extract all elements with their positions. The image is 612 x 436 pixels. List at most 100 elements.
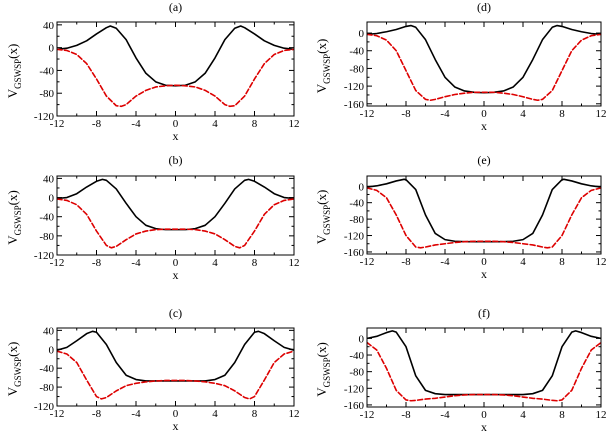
y-tick-label: 0 [49,43,55,55]
y-axis-label: VGSWSP(x) [314,190,332,245]
y-label-arg: (x) [314,39,329,54]
x-tick-label: -8 [92,408,102,420]
dashed-curve [367,187,601,249]
x-axis-label: x [173,419,179,433]
solid-curve [367,178,601,243]
x-tick-label: 0 [173,257,179,269]
series-group [57,178,294,249]
x-tick-label: -12 [50,118,65,130]
y-tick-label: -120 [344,81,365,93]
y-tick-label: 40 [43,173,55,185]
panel-title: (d) [477,0,491,14]
y-tick-label: 0 [359,181,365,193]
y-label-arg: (x) [5,190,20,205]
y-tick-label: -40 [349,46,364,58]
y-tick-label: 40 [43,325,55,337]
x-tick-label: 8 [559,108,565,120]
y-label-main: V [314,387,329,397]
dashed-curve [367,33,601,102]
y-tick-label: 0 [49,344,55,356]
y-label-subscript: GSWSP [13,357,23,387]
y-label-arg: (x) [314,342,329,357]
dashed-curve [57,48,294,108]
y-tick-label: -80 [349,214,364,226]
x-tick-label: -12 [360,108,375,120]
panel-title: (e) [477,153,490,167]
x-tick-label: 4 [520,256,526,268]
y-tick-label: -160 [344,99,365,111]
y-tick-label: -40 [349,350,364,362]
y-tick-label: 0 [359,28,365,40]
x-tick-label: -12 [50,408,65,420]
solid-curve [57,330,294,382]
x-axis-label: x [173,268,179,282]
y-label-subscript: GSWSP [322,205,332,235]
y-tick-label: -80 [349,63,364,75]
y-label-main: V [5,88,20,98]
y-tick-label: -80 [349,367,364,379]
y-axis-label: VGSWSP(x) [314,39,332,94]
dashed-curve [57,350,294,400]
x-axis-label: x [481,119,487,133]
series-group [367,330,601,402]
x-tick-label: -12 [360,409,375,421]
x-axis-label: x [481,420,487,434]
y-tick-label: -40 [349,198,364,210]
panel-title: (b) [169,153,183,167]
x-tick-label: 12 [289,118,300,130]
y-label-arg: (x) [5,44,20,59]
x-tick-label: -4 [131,257,141,269]
x-tick-label: -8 [401,108,411,120]
x-tick-label: -8 [92,118,102,130]
x-tick-label: 8 [559,256,565,268]
y-tick-label: -40 [39,212,54,224]
x-tick-label: 0 [481,108,487,120]
y-tick-label: -120 [34,401,55,413]
solid-curve [367,24,601,94]
solid-curve [57,25,294,87]
y-tick-label: -120 [34,250,55,262]
y-tick-label: -120 [34,111,55,123]
series-group [57,330,294,400]
x-tick-label: 12 [289,408,300,420]
x-tick-label: 4 [212,118,218,130]
y-axis-label: VGSWSP(x) [5,44,23,99]
dashed-curve [57,198,294,249]
x-tick-label: 8 [252,408,258,420]
x-tick-label: -4 [131,408,141,420]
x-tick-label: 12 [289,257,300,269]
dashed-curve [367,341,601,402]
x-tick-label: -8 [401,409,411,421]
y-tick-label: 40 [43,20,55,32]
x-tick-label: 0 [173,408,179,420]
y-label-subscript: GSWSP [13,59,23,89]
y-tick-label: 0 [359,333,365,345]
y-axis-label: VGSWSP(x) [5,342,23,397]
y-label-subscript: GSWSP [322,357,332,387]
x-tick-label: 4 [212,257,218,269]
x-tick-label: 12 [596,108,607,120]
y-tick-label: -120 [344,231,365,243]
y-tick-label: -160 [344,247,365,259]
x-tick-label: 0 [173,118,179,130]
y-tick-label: -160 [344,400,365,412]
plot-frame [56,327,295,407]
x-tick-label: 4 [212,408,218,420]
y-tick-label: -40 [39,65,54,77]
series-group [367,178,601,249]
y-label-arg: (x) [5,342,20,357]
x-tick-label: -4 [440,108,450,120]
x-tick-label: 8 [559,409,565,421]
x-tick-label: -8 [92,257,102,269]
panel-title: (a) [169,0,182,14]
y-axis-label: VGSWSP(x) [5,190,23,245]
y-tick-label: -40 [39,363,54,375]
y-label-main: V [314,234,329,244]
x-tick-label: -8 [401,256,411,268]
